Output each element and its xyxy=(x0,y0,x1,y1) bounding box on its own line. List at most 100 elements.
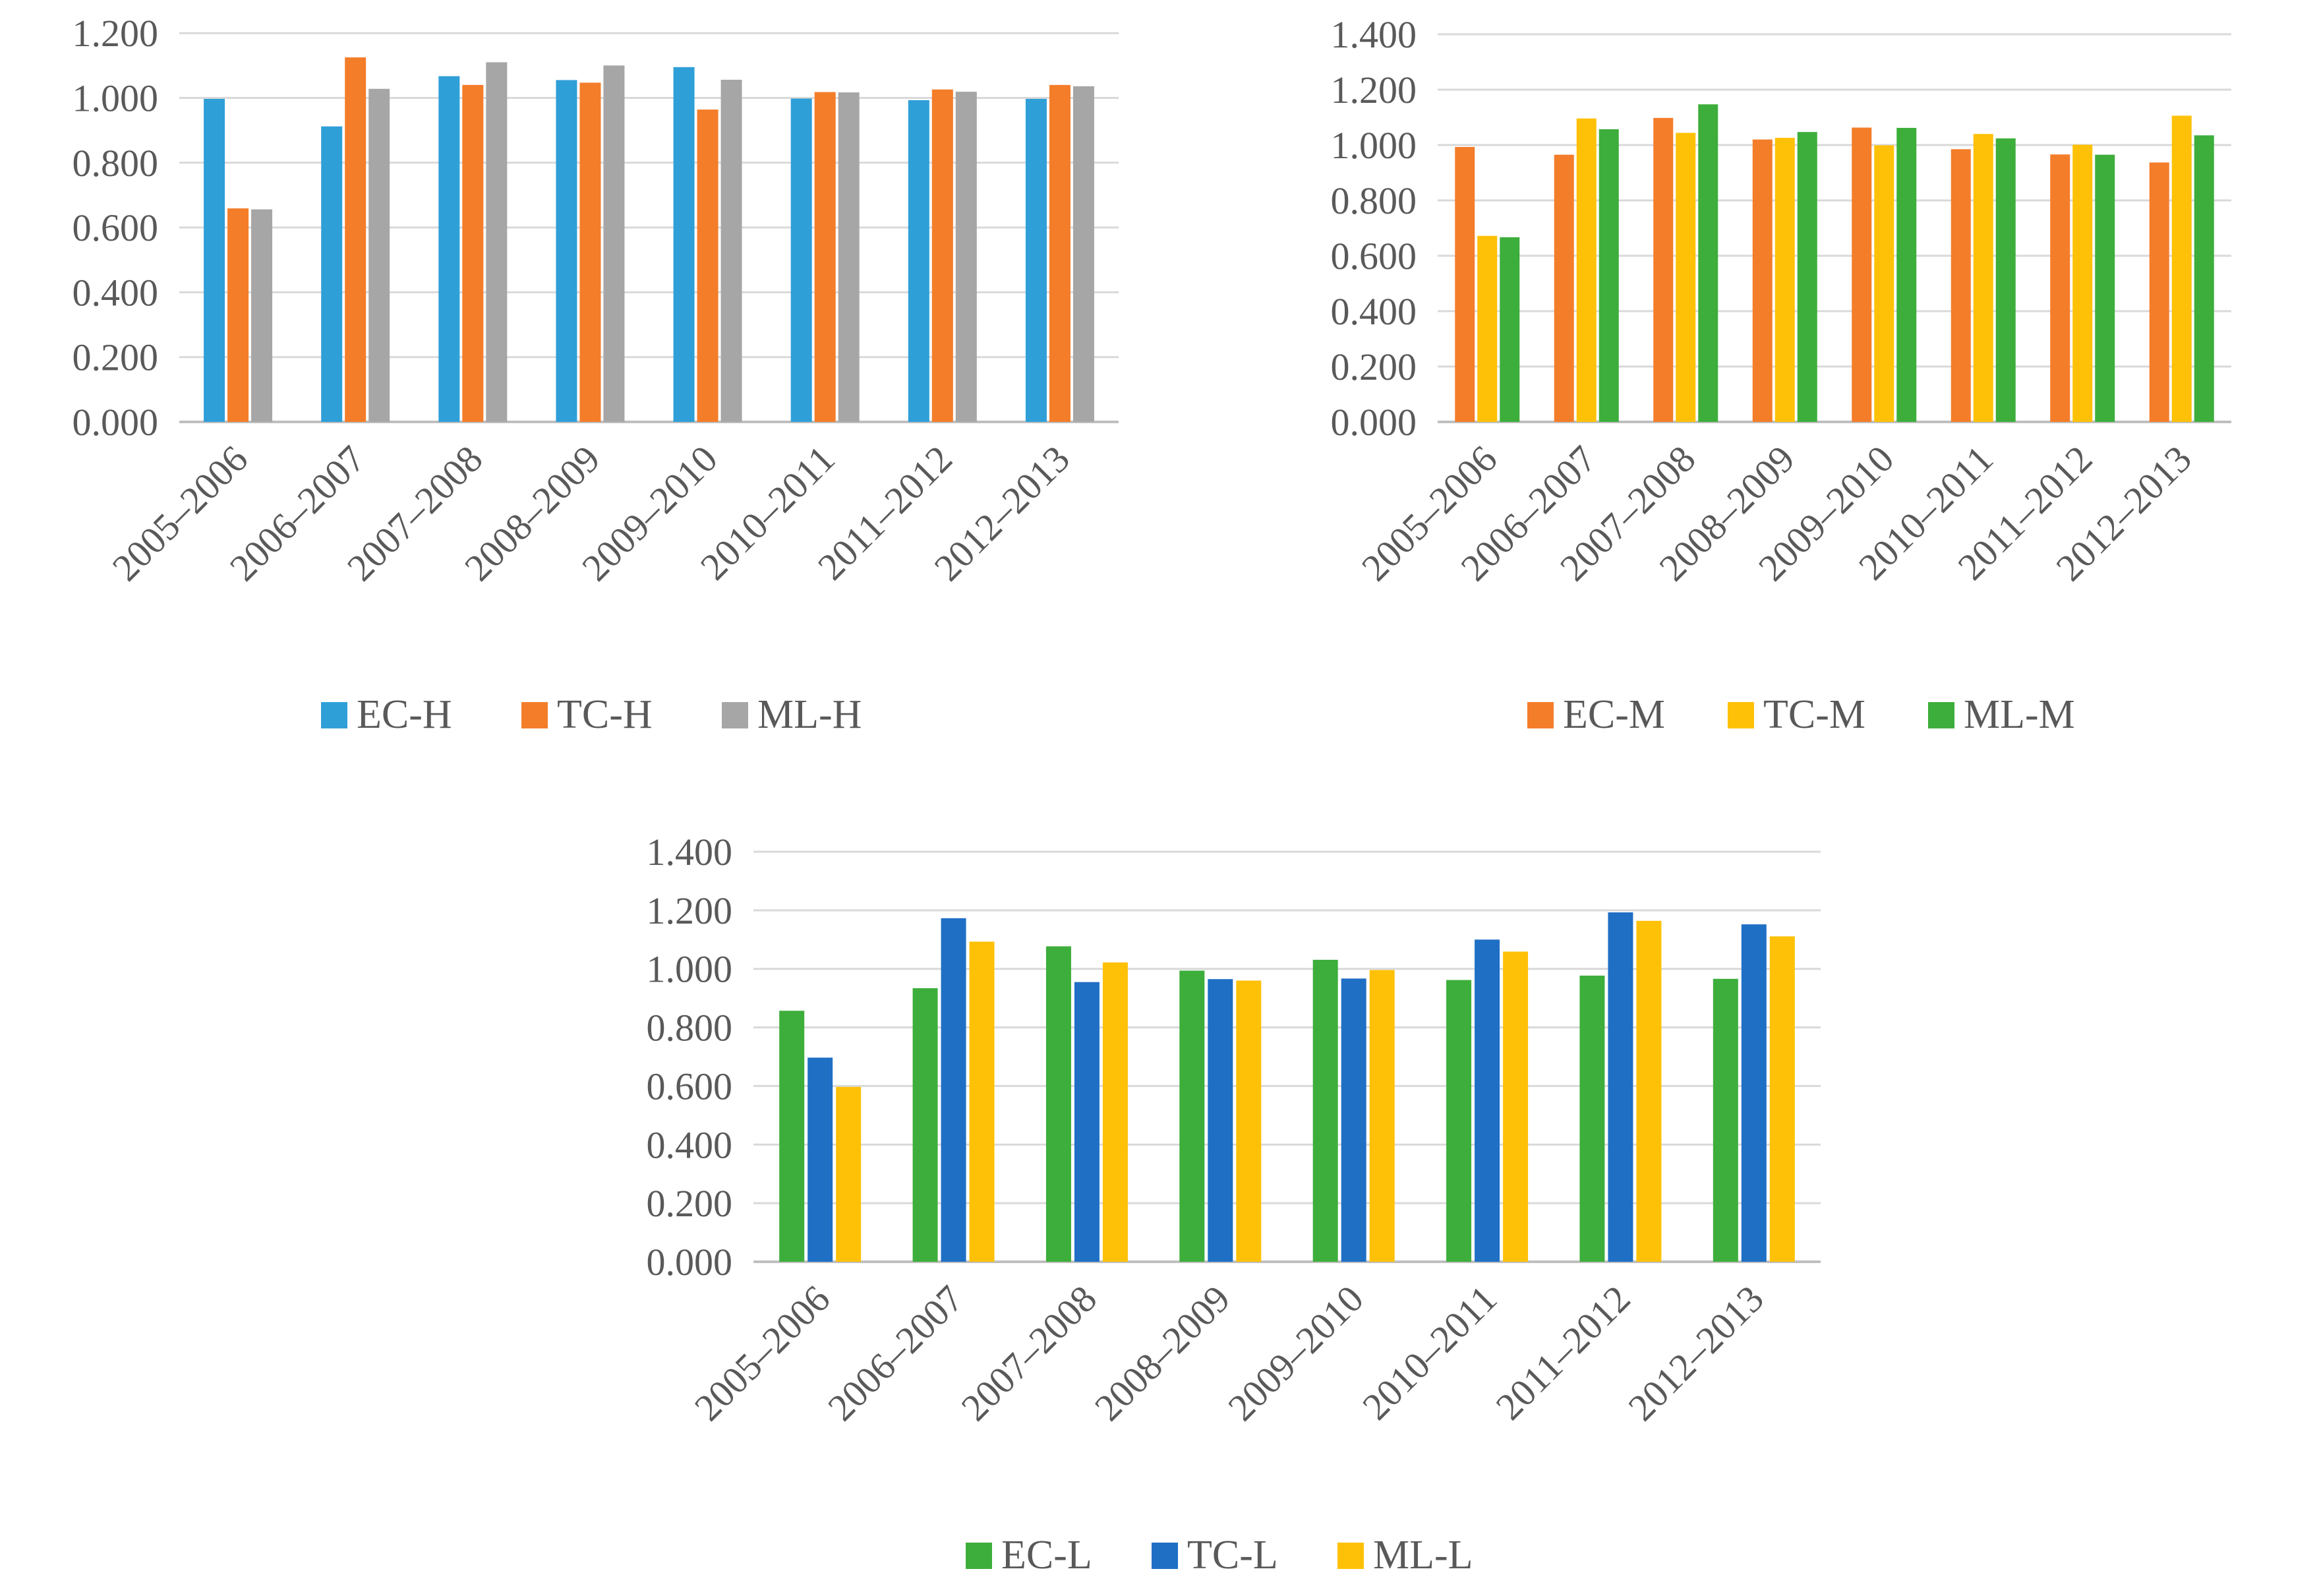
chart-low-group: 0.000 0.200 0.400 0.600 0.800 1.000 1.200 1.400… xyxy=(647,831,1821,1578)
legend-swatch-tc-l xyxy=(1152,1543,1178,1569)
bar-ec-h-0 xyxy=(204,98,225,423)
bar-ec-l-0 xyxy=(779,1011,805,1262)
legend-swatch-tc-m xyxy=(1728,702,1754,728)
bar-ml-l-4 xyxy=(1369,970,1395,1262)
legend-swatch-ml-h xyxy=(722,702,748,728)
bar-tc-m-1 xyxy=(1576,118,1597,422)
bar-tc-m-7 xyxy=(2171,115,2192,423)
y-tick-label: 0.200 xyxy=(73,336,159,379)
y-tick-label: 0.600 xyxy=(73,206,159,249)
bar-tc-m-5 xyxy=(1973,134,1993,422)
bar-ec-m-4 xyxy=(1852,127,1872,423)
y-tick-label: 1.000 xyxy=(73,77,159,120)
y-tick-label: 1.000 xyxy=(647,948,733,991)
bar-ml-h-2 xyxy=(486,62,508,422)
y-tick-label: 0.400 xyxy=(73,271,159,314)
bar-tc-h-0 xyxy=(227,208,249,422)
bar-ml-m-5 xyxy=(1995,138,2016,423)
legend-swatch-ec-l xyxy=(966,1543,992,1569)
bar-ml-m-1 xyxy=(1598,129,1619,422)
y-tick-label: 0.000 xyxy=(647,1241,733,1284)
bar-ec-h-3 xyxy=(556,80,577,422)
legend-swatch-ml-m xyxy=(1928,702,1954,728)
bar-tc-l-0 xyxy=(807,1057,833,1262)
bar-tc-l-3 xyxy=(1208,979,1233,1262)
bar-ec-l-4 xyxy=(1312,959,1338,1262)
x-tick-label: 2006–2007 xyxy=(819,1277,972,1429)
bar-tc-l-6 xyxy=(1608,912,1633,1262)
bar-ml-h-7 xyxy=(1072,86,1094,422)
bar-ml-l-5 xyxy=(1503,951,1529,1262)
bar-ec-m-1 xyxy=(1554,154,1574,422)
x-tick-label: 2010–2011 xyxy=(1354,1277,1505,1428)
bar-tc-h-2 xyxy=(462,84,484,422)
bar-tc-h-1 xyxy=(345,57,367,422)
bar-ml-m-4 xyxy=(1896,127,1917,422)
bar-ec-h-4 xyxy=(673,67,695,423)
y-tick-label: 0.200 xyxy=(1331,345,1417,388)
bar-ec-l-6 xyxy=(1579,975,1605,1262)
bar-tc-m-3 xyxy=(1774,138,1795,422)
bar-ml-h-0 xyxy=(251,209,273,422)
legend-swatch-tc-h xyxy=(521,702,548,728)
bar-ml-m-0 xyxy=(1500,237,1520,422)
legend-swatch-ml-l xyxy=(1337,1543,1364,1569)
bar-ml-l-6 xyxy=(1636,920,1662,1262)
legend-label-ec-l: EC-L xyxy=(1001,1533,1092,1578)
legend-label-ml-l: ML-L xyxy=(1373,1533,1473,1578)
bar-ml-l-2 xyxy=(1102,962,1128,1262)
x-tick-label: 2005–2006 xyxy=(686,1277,838,1429)
y-tick-label: 0.000 xyxy=(73,401,159,444)
bar-tc-l-2 xyxy=(1074,982,1100,1262)
bar-ml-h-5 xyxy=(838,92,860,422)
bar-ml-m-2 xyxy=(1698,104,1718,422)
bar-ec-l-3 xyxy=(1179,970,1205,1262)
bar-ec-h-2 xyxy=(438,76,460,422)
bar-ec-m-7 xyxy=(2149,162,2169,422)
bar-tc-h-7 xyxy=(1049,84,1071,422)
bar-ec-m-3 xyxy=(1752,139,1773,422)
y-tick-label: 1.200 xyxy=(647,889,733,932)
bar-tc-l-4 xyxy=(1341,978,1366,1262)
x-tick-label: 2007–2008 xyxy=(953,1277,1105,1429)
bar-ml-m-7 xyxy=(2194,135,2214,423)
bar-ec-h-5 xyxy=(790,98,812,422)
bar-ml-l-3 xyxy=(1236,980,1262,1262)
x-tick-label: 2012–2013 xyxy=(1620,1277,1772,1429)
bar-ml-l-7 xyxy=(1769,936,1795,1262)
bar-ml-h-4 xyxy=(720,79,742,422)
bar-ec-m-2 xyxy=(1653,117,1674,422)
y-tick-label: 0.600 xyxy=(1331,235,1417,278)
bar-ec-l-2 xyxy=(1045,946,1071,1262)
bar-ec-l-5 xyxy=(1446,980,1472,1262)
chart-high-group: 0.0000.2000.4000.6000.8001.0001.2002005–… xyxy=(73,12,1119,737)
bar-ml-l-0 xyxy=(836,1086,862,1262)
bar-tc-l-5 xyxy=(1475,939,1500,1262)
bar-tc-m-0 xyxy=(1477,235,1498,422)
bar-tc-h-5 xyxy=(814,92,836,422)
bar-ml-h-6 xyxy=(955,92,977,422)
legend-label-ec-m: EC-M xyxy=(1563,692,1665,737)
x-tick-label: 2009–2010 xyxy=(1219,1277,1372,1429)
bar-tc-h-6 xyxy=(931,89,953,422)
bar-ec-h-1 xyxy=(321,126,343,422)
bar-ec-h-6 xyxy=(908,100,929,423)
legend-label-ml-m: ML-M xyxy=(1964,692,2075,737)
bar-ml-m-6 xyxy=(2095,154,2115,422)
bar-tc-h-3 xyxy=(579,82,601,423)
bar-ec-l-1 xyxy=(912,988,938,1262)
bar-ml-h-3 xyxy=(603,65,625,423)
bar-ec-m-6 xyxy=(2050,154,2070,422)
y-tick-label: 0.400 xyxy=(647,1123,733,1166)
bar-ec-m-5 xyxy=(1950,149,1971,423)
x-tick-label: 2011–2012 xyxy=(1488,1277,1639,1428)
bar-ec-m-0 xyxy=(1455,146,1475,422)
y-tick-label: 1.400 xyxy=(647,831,733,873)
bar-tc-l-7 xyxy=(1741,924,1767,1262)
y-tick-label: 1.200 xyxy=(73,12,159,55)
x-tick-label: 2008–2009 xyxy=(1086,1277,1239,1429)
y-tick-label: 0.200 xyxy=(647,1182,733,1225)
legend-label-tc-l: TC-L xyxy=(1187,1533,1278,1578)
bar-ml-h-1 xyxy=(368,88,390,422)
